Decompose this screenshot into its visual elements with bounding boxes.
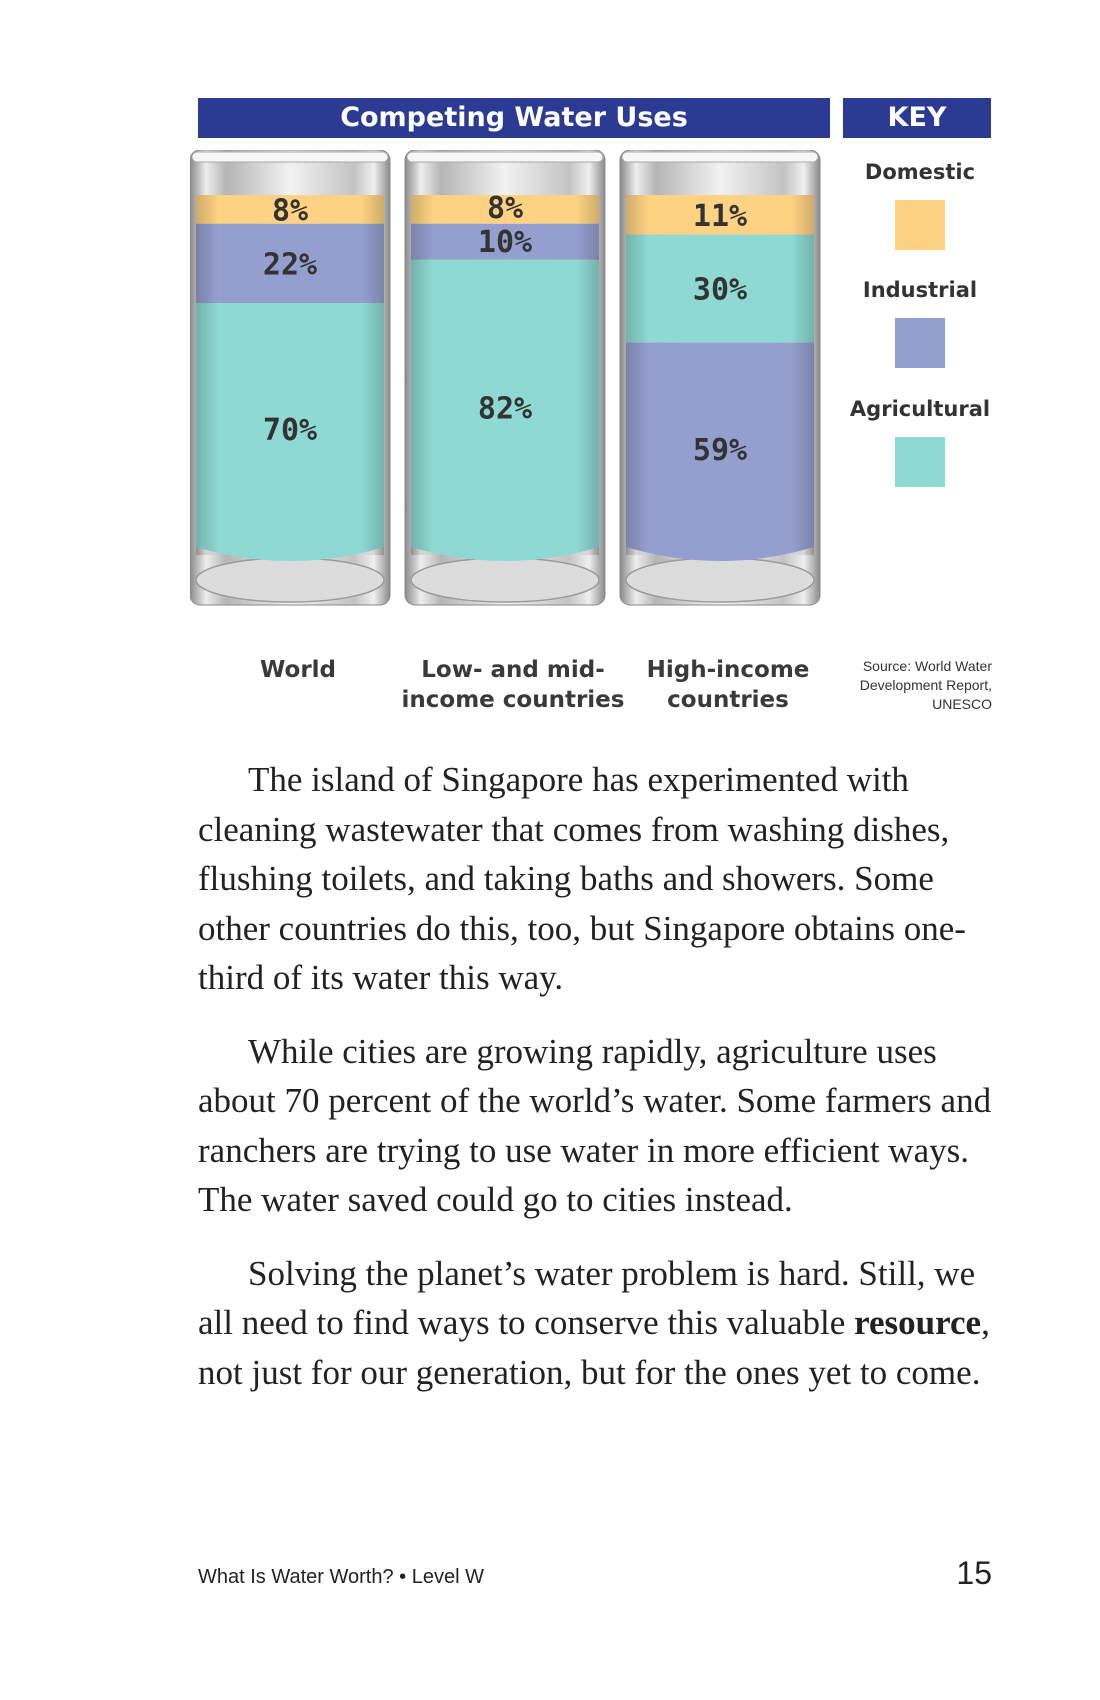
glass-shade	[626, 195, 814, 555]
category-label-line: World	[259, 657, 337, 683]
key-item-domestic: Domestic	[840, 160, 1000, 250]
glass-rim	[406, 151, 604, 163]
category-label-low-mid-income: Low- and mid- income countries	[398, 655, 628, 715]
data-label-agricultural: 70%	[263, 413, 317, 448]
chart-title: Competing Water Uses	[198, 98, 830, 138]
data-label-industrial: 22%	[263, 247, 317, 282]
category-label-world: World	[228, 655, 368, 685]
glass-rim	[621, 151, 819, 163]
key-label: Domestic	[864, 160, 976, 184]
glass-base	[410, 557, 600, 603]
category-label-high-income: High-income countries	[628, 655, 828, 715]
glass-rim	[191, 151, 389, 163]
source-line: UNESCO	[932, 696, 992, 712]
water-uses-chart: 8%22%70%8%10%82%11%30%59%	[190, 150, 821, 606]
key-item-industrial: Industrial	[840, 278, 1000, 368]
key-swatch-industrial	[895, 318, 945, 368]
paragraph: Solving the planet’s water problem is ha…	[198, 1249, 998, 1398]
glass-2: 11% 30% 59%	[619, 150, 821, 606]
data-label-domestic: 11%	[693, 199, 747, 234]
data-label-industrial: 10%	[478, 225, 532, 260]
category-label-line: Low- and mid-	[421, 657, 605, 683]
paragraph-text: , not just for our generation, but for t…	[198, 1303, 990, 1392]
vocabulary-word: resource	[854, 1303, 982, 1342]
chart-source: Source: World Water Development Report, …	[762, 657, 992, 714]
body-text: The island of Singapore has experimented…	[198, 755, 998, 1421]
key-swatch-agricultural	[895, 437, 945, 487]
page-number: 15	[956, 1555, 992, 1591]
glass-base	[625, 557, 815, 603]
data-label-domestic: 8%	[272, 193, 308, 228]
key-title: KEY	[843, 98, 991, 138]
paragraph-text: Solving the planet’s water problem is ha…	[198, 1253, 976, 1343]
glass-base	[195, 557, 385, 603]
key-swatch-domestic	[895, 200, 945, 250]
key-label: Agricultural	[849, 397, 991, 421]
key-label: Industrial	[862, 278, 978, 302]
data-label-agricultural: 82%	[478, 391, 532, 426]
category-label-line: countries	[667, 687, 789, 713]
glass-shade	[411, 195, 599, 555]
key-item-agricultural: Agricultural	[840, 397, 1000, 487]
footer-book-title: What Is Water Worth? • Level W	[198, 1566, 484, 1588]
source-line: Source: World Water	[862, 658, 992, 674]
data-label-industrial: 59%	[693, 433, 747, 468]
paragraph: While cities are growing rapidly, agricu…	[198, 1027, 998, 1225]
paragraph-text: The island of Singapore has experimented…	[198, 760, 966, 997]
data-label-agricultural: 30%	[693, 273, 747, 308]
paragraph: The island of Singapore has experimented…	[198, 755, 998, 1003]
glass-0: 8% 22% 70%	[190, 150, 391, 606]
category-label-line: income countries	[401, 687, 625, 713]
source-line: Development Report,	[859, 677, 992, 693]
paragraph-text: While cities are growing rapidly, agricu…	[198, 1031, 992, 1220]
category-label-line: High-income	[646, 657, 810, 683]
glass-1: 8%10% 82%	[404, 150, 606, 606]
data-label-domestic: 8%	[487, 191, 523, 226]
glass-shade	[196, 195, 384, 555]
